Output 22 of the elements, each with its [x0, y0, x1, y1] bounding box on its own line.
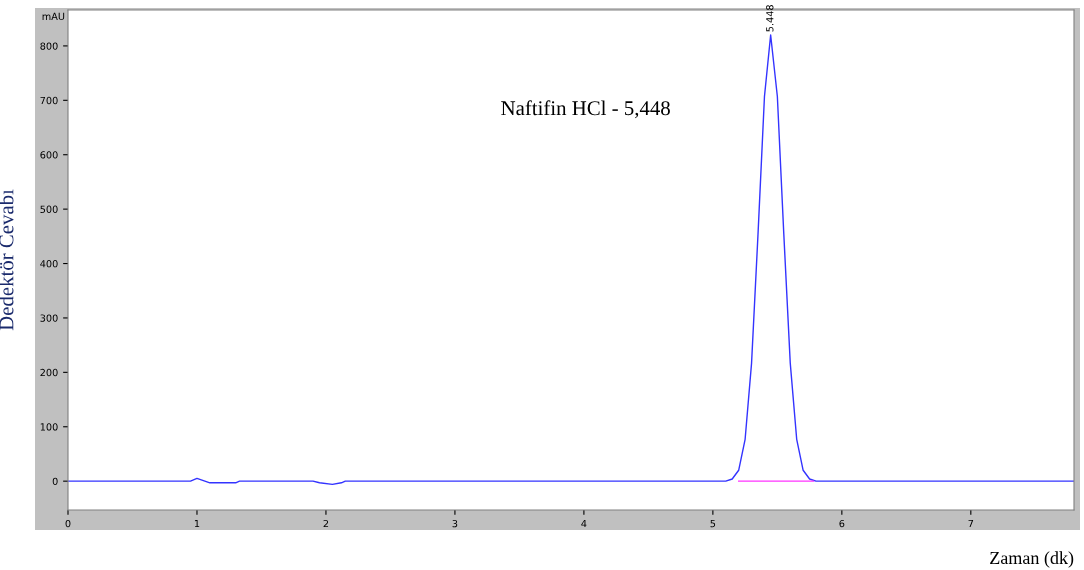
x-tick-label: 2 [323, 519, 329, 528]
x-tick-label: 5 [710, 520, 716, 528]
y-tick-label: 600 [40, 151, 58, 159]
annotation: 5.448 [766, 5, 774, 32]
x-tick-label: 3 [452, 519, 458, 528]
x-tick-label: 1 [194, 520, 200, 528]
y-tick-label: 500 [40, 205, 58, 213]
annotation: Naftifin HCl - 5,448 [501, 100, 670, 119]
line-series [68, 34, 1074, 486]
y-tick-label: 200 [40, 368, 58, 377]
x-axis-title: Zaman (dk) [990, 551, 1074, 568]
y-tick-label: 100 [40, 423, 58, 431]
y-tick-label: 0 [52, 477, 58, 485]
y-tick-label: 300 [40, 314, 58, 322]
text: mAU [42, 12, 65, 21]
x-tick-label: 0 [65, 519, 71, 528]
y-tick-label: 800 [40, 42, 58, 50]
x-tick-label: 7 [968, 520, 974, 528]
y-tick-label: 400 [40, 260, 58, 268]
x-tick-label: 6 [839, 519, 845, 528]
x-tick-label: 4 [581, 520, 587, 528]
y-tick-label: 700 [40, 96, 58, 105]
